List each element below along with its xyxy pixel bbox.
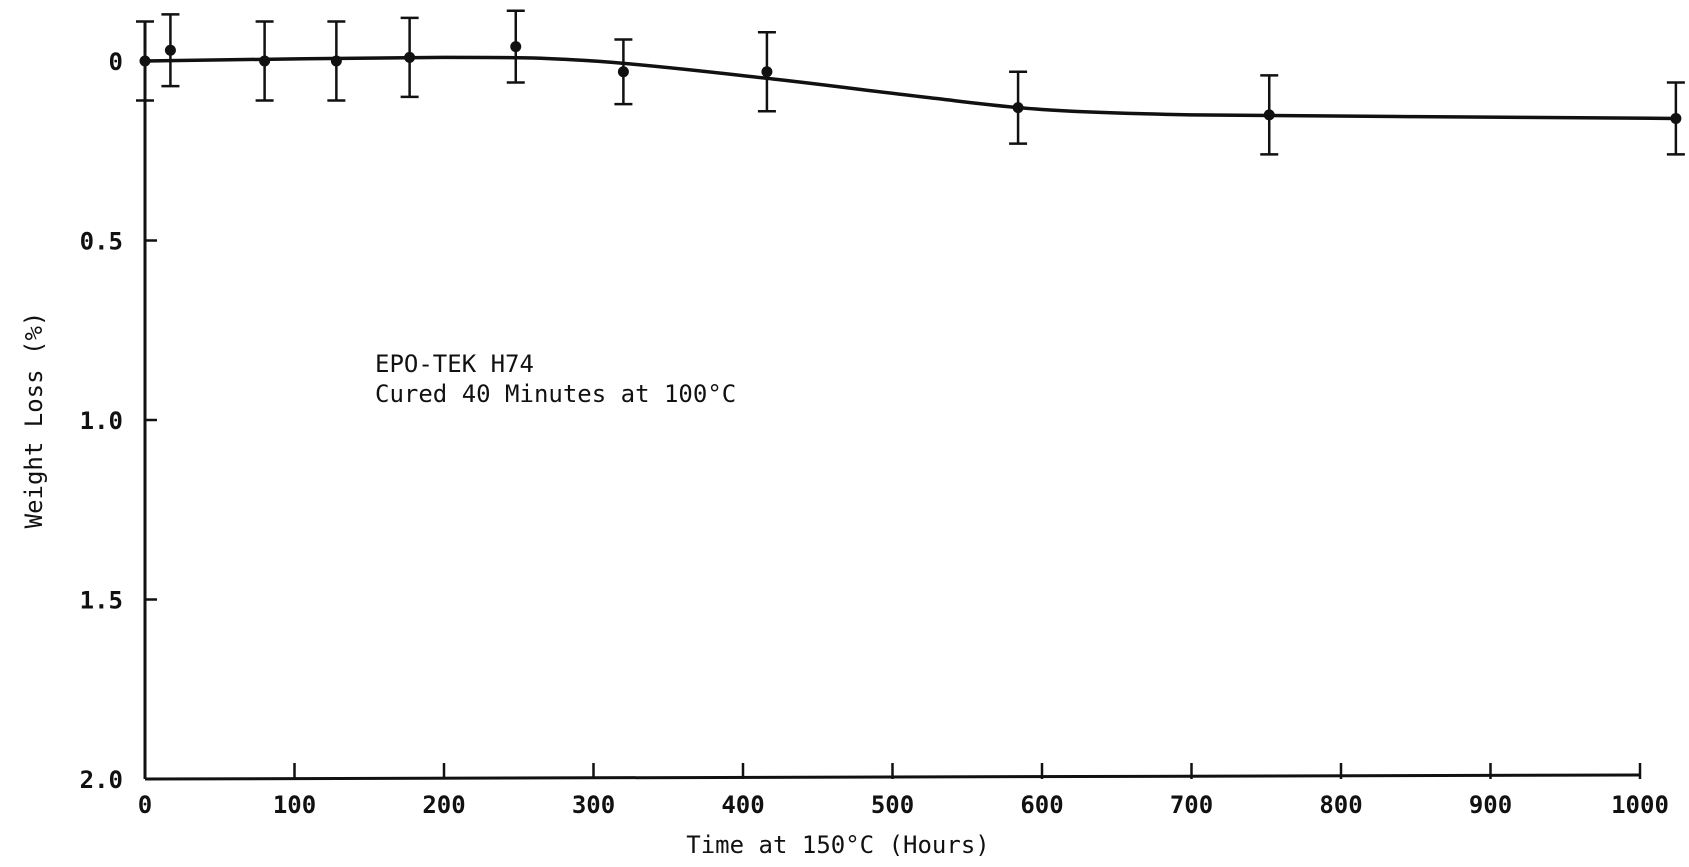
data-point [330, 55, 342, 67]
x-tick-label: 300 [572, 791, 615, 819]
data-point [761, 66, 773, 78]
data-point [617, 66, 629, 78]
data-point [259, 55, 271, 67]
y-tick-label: 0.5 [80, 228, 123, 256]
annotation-line-1: EPO-TEK H74 [375, 350, 534, 378]
y-tick-label: 1.0 [80, 407, 123, 435]
data-point [1670, 112, 1682, 124]
data-point [510, 41, 522, 53]
annotation-line-2: Cured 40 Minutes at 100°C [375, 380, 736, 408]
data-point [164, 44, 176, 56]
y-axis-title: Weight Loss (%) [20, 312, 48, 529]
x-tick-label: 400 [721, 791, 764, 819]
x-tick-label: 200 [422, 791, 465, 819]
x-tick-label: 0 [138, 791, 152, 819]
data-point [1012, 102, 1024, 114]
y-tick-label: 0 [109, 48, 123, 76]
data-point [139, 55, 151, 67]
axes [143, 22, 1641, 781]
x-tick-label: 500 [871, 791, 914, 819]
x-tick-label: 800 [1319, 791, 1362, 819]
ticks: 0 100 200 300 400 500 600 700 800 900 1000 0 0.5 1.0 1… [80, 48, 1669, 819]
x-tick-label: 100 [273, 791, 316, 819]
x-tick-label: 900 [1469, 791, 1512, 819]
data-points [136, 9, 1685, 156]
y-tick-label: 1.5 [80, 587, 123, 615]
fit-curve-group [144, 55, 1676, 121]
data-point [1263, 109, 1275, 121]
x-tick-label: 1000 [1611, 791, 1669, 819]
fit-curve [144, 55, 1676, 121]
x-tick-label: 700 [1170, 791, 1213, 819]
x-tick-label: 600 [1020, 791, 1063, 819]
y-tick-label: 2.0 [80, 766, 123, 794]
x-axis-title: Time at 150°C (Hours) [686, 831, 989, 859]
data-point [404, 51, 416, 63]
